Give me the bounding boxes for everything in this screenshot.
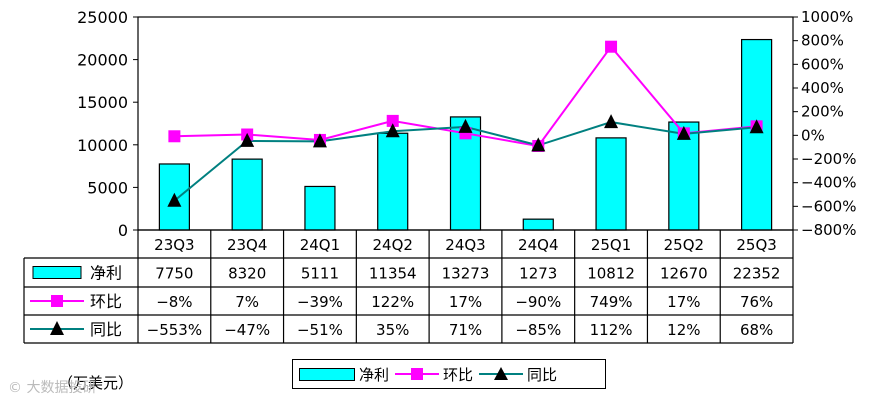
table-cell: 22352	[733, 265, 781, 283]
category-label: 23Q4	[227, 236, 267, 254]
triangle-marker	[458, 118, 473, 133]
legend-label: 同比	[527, 365, 558, 384]
table-cell: 11354	[369, 265, 417, 283]
legend-triangle-line-swatch	[479, 367, 524, 381]
left-axis-tick-label: 5000	[87, 178, 128, 197]
triangle-marker	[676, 125, 691, 140]
row-square-marker	[51, 295, 63, 307]
row-bar-swatch	[32, 266, 82, 279]
legend-bar-swatch	[299, 367, 355, 381]
right-axis-tick-label: −600%	[801, 197, 856, 215]
category-label: 25Q2	[664, 236, 704, 254]
table-cell: 76%	[740, 293, 773, 311]
table-cell: −47%	[224, 321, 270, 339]
category-label: 24Q4	[518, 236, 558, 254]
square-marker	[168, 130, 181, 143]
category-label: 24Q3	[445, 236, 485, 254]
bar	[595, 137, 627, 231]
table-cell: −85%	[515, 321, 561, 339]
right-axis-tick-label: −400%	[801, 174, 856, 192]
bar	[377, 132, 409, 231]
table-cell: 112%	[590, 321, 633, 339]
row-series-name: 环比	[90, 292, 122, 311]
table-cell: −553%	[147, 321, 202, 339]
table-cell: 749%	[590, 293, 633, 311]
triangle-marker	[240, 132, 255, 147]
legend-label: 环比	[443, 365, 474, 384]
table-cell: 122%	[371, 293, 414, 311]
table-cell: 12%	[667, 321, 700, 339]
bar	[304, 185, 336, 231]
category-label: 25Q3	[736, 236, 776, 254]
right-axis-tick-label: 800%	[801, 32, 844, 50]
table-cell: 12670	[660, 265, 708, 283]
category-label: 23Q3	[154, 236, 194, 254]
right-axis-tick-label: −200%	[801, 150, 856, 168]
table-cell: 13273	[442, 265, 490, 283]
watermark: © 大数据投研	[8, 380, 97, 396]
legend-label: 净利	[359, 365, 390, 384]
legend-item-yoy: 同比	[479, 364, 557, 385]
triangle-marker	[531, 137, 546, 152]
left-axis-tick-label: 25000	[77, 8, 128, 27]
table-cell: −51%	[297, 321, 343, 339]
row-series-name: 净利	[90, 264, 122, 283]
table-cell: 17%	[667, 293, 700, 311]
table-cell: −39%	[297, 293, 343, 311]
left-axis-tick-label: 15000	[77, 93, 128, 112]
triangle-marker	[385, 123, 400, 138]
right-axis-tick-label: 200%	[801, 103, 844, 121]
table-cell: 10812	[587, 265, 635, 283]
left-axis-tick-label: 0	[118, 221, 128, 240]
legend-square-line-swatch	[395, 367, 440, 381]
table-cell: 71%	[449, 321, 482, 339]
square-marker	[459, 127, 472, 140]
table-cell: 7%	[235, 293, 259, 311]
table-cell: 7750	[155, 265, 193, 283]
right-axis-tick-label: 1000%	[801, 8, 853, 26]
right-axis-tick-label: −800%	[801, 221, 856, 239]
triangle-marker	[167, 192, 182, 207]
triangle-marker	[604, 114, 619, 129]
table-cell: 8320	[228, 265, 266, 283]
triangle-marker	[312, 133, 327, 148]
square-marker	[605, 40, 618, 53]
bar	[668, 121, 700, 231]
row-triangle-marker	[50, 321, 64, 335]
triangle-marker	[749, 119, 764, 134]
bar	[231, 158, 263, 231]
bar	[522, 218, 554, 231]
right-axis-tick-label: 400%	[801, 79, 844, 97]
table-cell: −90%	[515, 293, 561, 311]
table-cell: 35%	[376, 321, 409, 339]
right-axis-tick-label: 0%	[801, 126, 825, 144]
left-axis-tick-label: 20000	[77, 51, 128, 70]
legend-item-qoq: 环比	[395, 364, 473, 385]
unit-label: （万美元）	[58, 374, 134, 392]
table-cell: 1273	[519, 265, 557, 283]
table-cell: 5111	[301, 265, 339, 283]
legend: 净利 环比 同比	[292, 359, 606, 389]
table-cell: −8%	[156, 293, 192, 311]
bar	[741, 38, 773, 231]
table-cell: 17%	[449, 293, 482, 311]
table-cell: 68%	[740, 321, 773, 339]
square-marker	[386, 114, 399, 127]
right-axis-tick-label: 600%	[801, 55, 844, 73]
left-axis-tick-label: 10000	[77, 136, 128, 155]
category-label: 24Q2	[373, 236, 413, 254]
row-series-name: 同比	[90, 320, 122, 339]
category-label: 25Q1	[591, 236, 631, 254]
legend-item-net-profit: 净利	[299, 364, 389, 385]
category-label: 24Q1	[300, 236, 340, 254]
